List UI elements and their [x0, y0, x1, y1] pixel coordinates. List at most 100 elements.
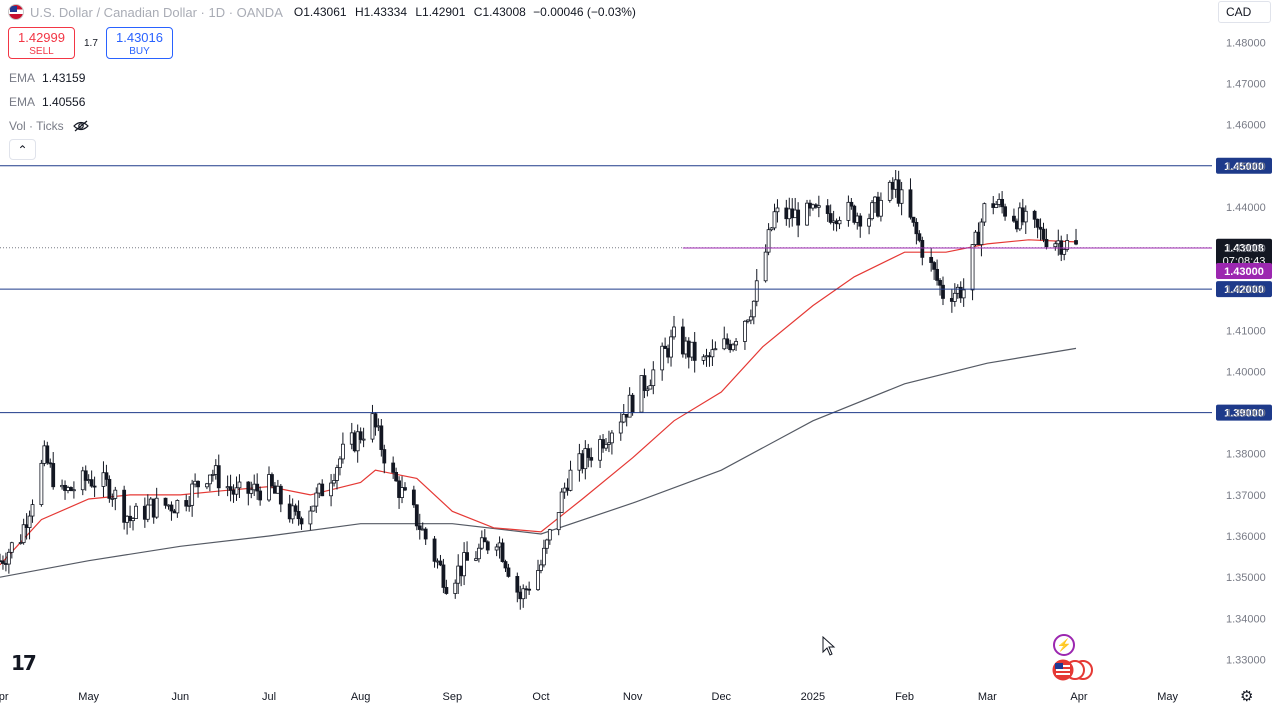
candle-body [474, 558, 478, 561]
candle-body [941, 284, 945, 299]
candle-body [122, 489, 127, 523]
y-tick-label: 1.39000 [1226, 408, 1266, 420]
candle-body [955, 286, 960, 294]
high-label: H [354, 5, 364, 19]
gear-icon[interactable]: ⚙ [1240, 688, 1254, 705]
hidden-eye-icon[interactable] [72, 120, 89, 132]
candle-body [352, 432, 357, 452]
candle-body [556, 512, 561, 531]
y-tick-label: 1.44000 [1226, 202, 1266, 214]
y-tick-label: 1.35000 [1226, 572, 1266, 584]
candle-body [83, 470, 88, 481]
candle-body [1014, 220, 1019, 230]
candle-body [728, 343, 733, 351]
candles [0, 170, 1078, 610]
candle-body [258, 490, 263, 501]
lightning-icon[interactable]: ⚡ [1053, 634, 1075, 656]
candle-body [855, 215, 860, 223]
candle-body [669, 336, 673, 358]
candle-body [27, 515, 32, 528]
ema-slow-line [0, 347, 1077, 578]
candle-body [834, 220, 839, 225]
candle-body [411, 489, 416, 506]
candle-body [991, 203, 996, 208]
candle-body [1020, 207, 1025, 223]
candle-body [1000, 198, 1005, 208]
candle-body [908, 189, 913, 218]
candle-body [503, 561, 508, 569]
candle-body [825, 205, 830, 214]
candle-body [131, 518, 135, 522]
collapse-legend-button[interactable]: ⌃ [9, 139, 36, 160]
price-label: 1.39000 [1224, 408, 1264, 420]
candle-body [589, 457, 594, 461]
close-label: C [473, 5, 483, 19]
candle-body [113, 489, 118, 499]
candle-body [456, 565, 461, 584]
alert-label: 1.43000 [1224, 266, 1264, 278]
candle-body [21, 524, 26, 543]
x-tick-label: Apr [0, 691, 9, 703]
candle-body [86, 479, 91, 482]
candle-body [580, 453, 585, 470]
candle-body [849, 201, 854, 207]
x-tick-label: May [1157, 691, 1178, 703]
x-tick-label: Jul [262, 691, 276, 703]
candle-body [207, 474, 212, 485]
currency-selector[interactable]: CAD [1218, 1, 1271, 23]
y-tick-label: 1.41000 [1226, 325, 1266, 337]
symbol-title[interactable]: U.S. Dollar / Canadian Dollar · 1D · OAN… [30, 4, 283, 20]
candle-body [205, 483, 209, 488]
ema-slow-legend[interactable]: EMA 1.40556 [9, 95, 85, 109]
current-price-label-bg [1216, 238, 1272, 269]
candle-body [267, 474, 271, 501]
candle-body [899, 189, 904, 204]
candle-body [598, 439, 602, 461]
candle-body [846, 201, 851, 221]
candle-body [92, 485, 97, 488]
candle-body [9, 542, 14, 553]
candle-body [494, 546, 499, 551]
y-tick-label: 1.46000 [1226, 120, 1266, 132]
y-tick-label: 1.34000 [1226, 613, 1266, 625]
candle-body [660, 345, 665, 371]
candle-body [929, 256, 934, 263]
x-tick-label: Mar [978, 691, 997, 703]
candle-body [867, 218, 871, 227]
buy-button[interactable]: 1.43016 BUY [106, 27, 173, 59]
candle-body [72, 489, 76, 492]
horizontal-lines: 1.450001.420001.390001.4300807:08:431.43… [0, 157, 1272, 421]
candle-body [997, 198, 1002, 205]
candle-body [973, 231, 978, 245]
candle-body [332, 480, 336, 484]
candle-body [441, 564, 446, 588]
candle-body [813, 204, 818, 208]
candle-body [938, 279, 942, 286]
y-tick-label: 1.40000 [1226, 366, 1266, 378]
candle-body [80, 470, 85, 491]
economic-events-icon[interactable] [1051, 659, 1093, 681]
candle-body [476, 547, 481, 560]
x-tick-label: Oct [532, 691, 549, 703]
candle-body [1056, 240, 1061, 245]
y-tick-label: 1.42000 [1226, 284, 1266, 296]
candle-body [320, 483, 325, 497]
candle-body [172, 510, 177, 514]
candle-body [246, 481, 251, 494]
sell-button[interactable]: 1.42999 SELL [8, 27, 75, 59]
candle-body [896, 179, 901, 204]
candle-body [568, 469, 573, 491]
candle-body [515, 576, 520, 593]
volume-legend[interactable]: Vol · Ticks [9, 119, 89, 133]
candle-body [355, 431, 360, 452]
tradingview-logo[interactable]: 17 [11, 651, 37, 675]
ema-fast-legend[interactable]: EMA 1.43159 [9, 71, 85, 85]
candle-body [30, 504, 35, 517]
sell-price: 1.42999 [18, 30, 65, 45]
candle-body [497, 542, 502, 548]
high-value: 1.43334 [363, 5, 407, 19]
candle-body [1074, 240, 1078, 245]
close-value: 1.43008 [482, 5, 526, 19]
candle-body [586, 448, 591, 458]
